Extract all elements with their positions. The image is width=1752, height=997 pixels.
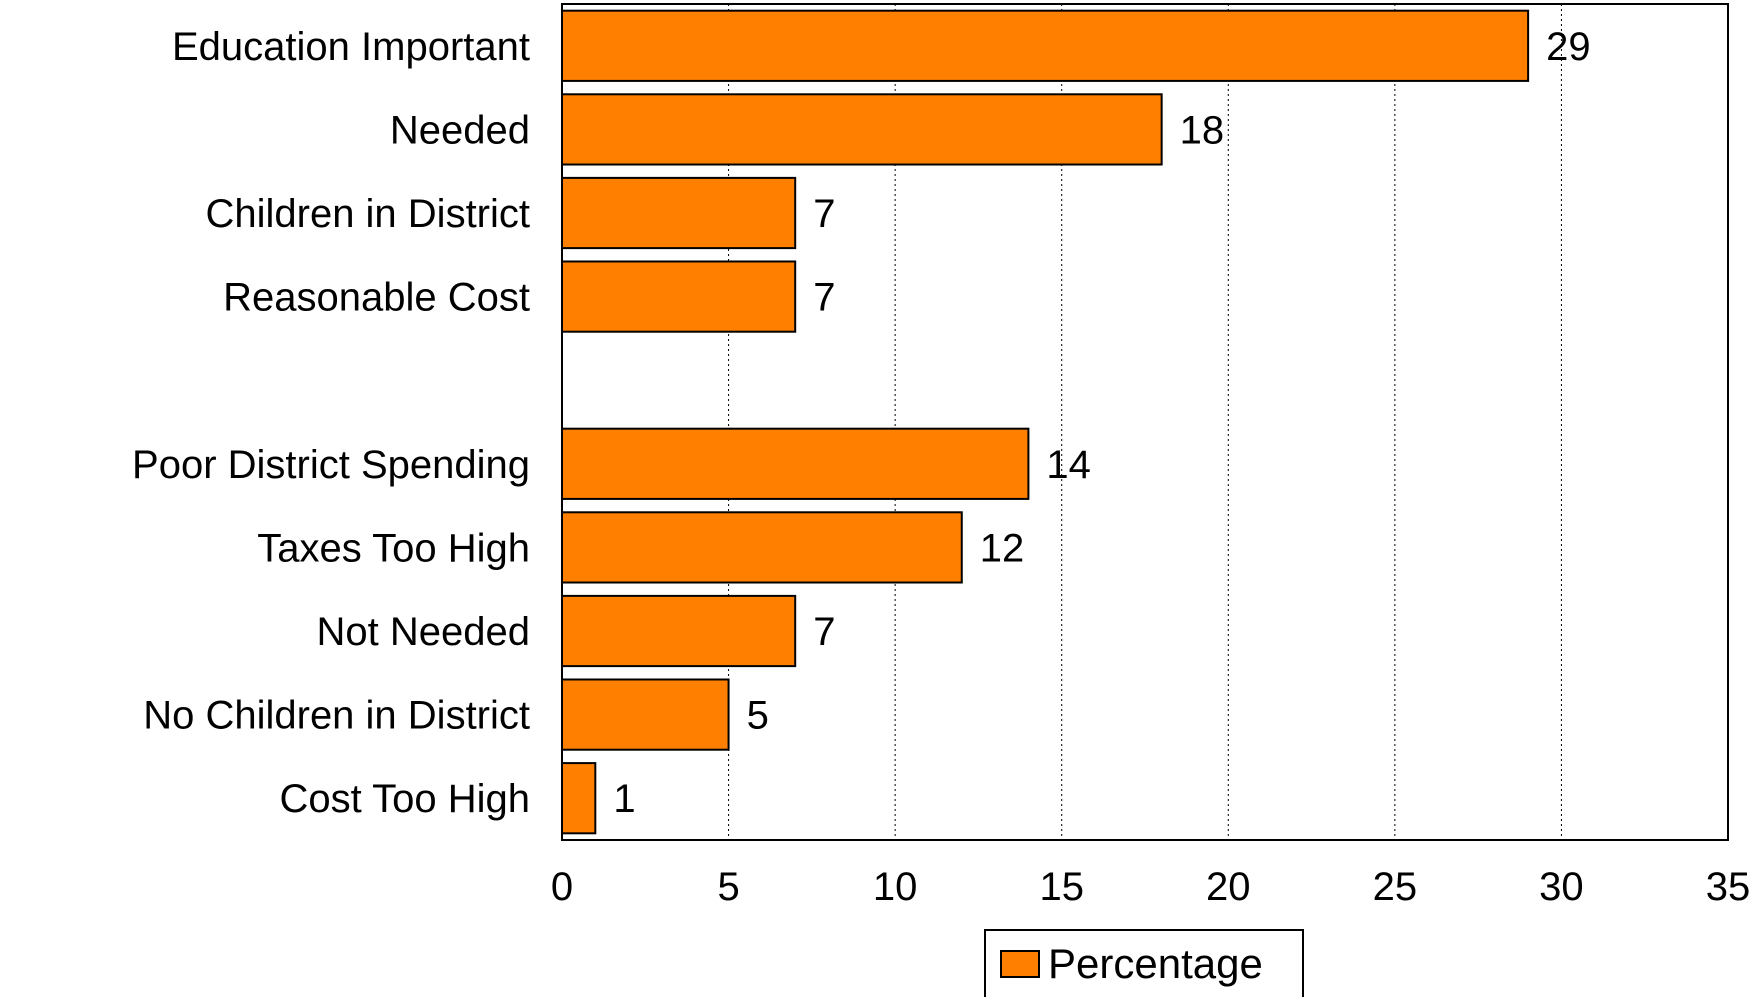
value-label-0: 29 xyxy=(1546,25,1591,69)
x-tick-label-30: 30 xyxy=(1539,865,1584,909)
x-axis-ticks: 0 5 10 15 20 25 30 35 xyxy=(551,865,1750,909)
bar-1 xyxy=(561,93,1163,166)
bar-0 xyxy=(561,9,1530,82)
category-label-7: Not Needed xyxy=(317,610,530,654)
bars xyxy=(561,9,1530,835)
category-label-6: Taxes Too High xyxy=(257,526,530,570)
value-label-5: 14 xyxy=(1046,443,1091,487)
value-label-6: 12 xyxy=(980,526,1025,570)
category-label-0: Education Important xyxy=(172,25,530,69)
x-tick-label-5: 5 xyxy=(717,865,739,909)
x-tick-label-25: 25 xyxy=(1373,865,1418,909)
value-label-8: 5 xyxy=(747,694,769,738)
bar-5 xyxy=(561,427,1030,500)
value-label-7: 7 xyxy=(813,610,835,654)
bar-7 xyxy=(561,594,797,668)
category-label-1: Needed xyxy=(390,108,530,152)
category-label-5: Poor District Spending xyxy=(132,443,530,487)
x-tick-label-20: 20 xyxy=(1206,865,1251,909)
x-tick-label-0: 0 xyxy=(551,865,573,909)
legend-label: Percentage xyxy=(1048,940,1263,987)
value-label-9: 1 xyxy=(613,777,635,821)
category-label-8: No Children in District xyxy=(143,694,530,738)
category-label-2: Children in District xyxy=(205,192,530,236)
bar-8 xyxy=(561,678,730,751)
category-labels: Education Important Needed Children in Dis… xyxy=(132,25,530,821)
value-label-1: 18 xyxy=(1180,108,1225,152)
bar-6 xyxy=(561,511,963,584)
value-label-3: 7 xyxy=(813,276,835,320)
category-label-9: Cost Too High xyxy=(279,777,530,821)
x-tick-label-35: 35 xyxy=(1706,865,1751,909)
category-label-3: Reasonable Cost xyxy=(223,276,530,320)
x-tick-label-15: 15 xyxy=(1039,865,1084,909)
legend-swatch xyxy=(1000,950,1040,978)
value-label-2: 7 xyxy=(813,192,835,236)
plot-frame xyxy=(561,3,1729,841)
x-tick-label-10: 10 xyxy=(873,865,918,909)
legend: Percentage xyxy=(984,929,1304,997)
bar-3 xyxy=(561,260,797,333)
bar-2 xyxy=(561,176,797,250)
bar-9 xyxy=(561,762,597,835)
